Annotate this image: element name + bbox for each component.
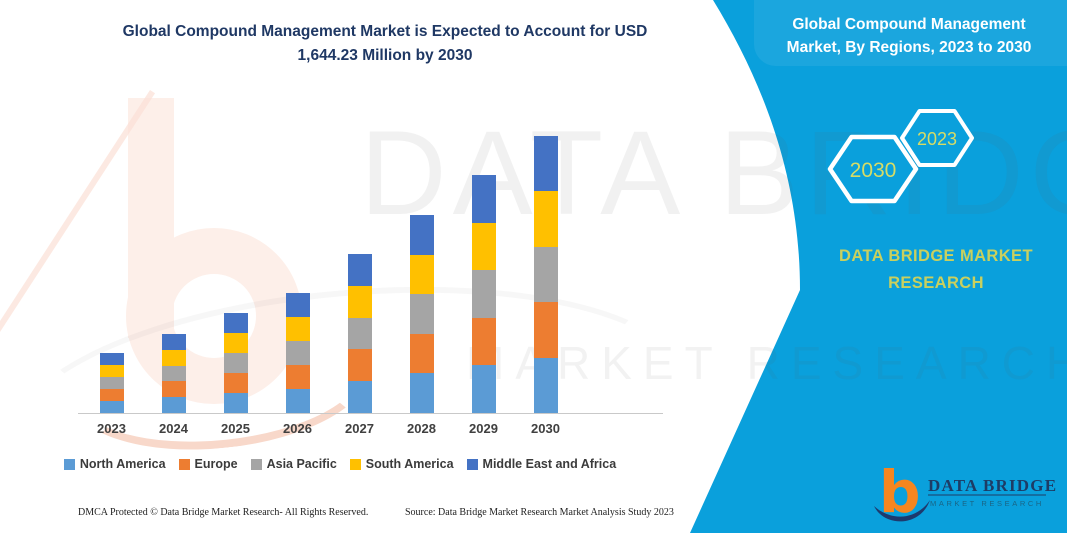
segment-south-america xyxy=(471,222,496,271)
segment-europe xyxy=(409,333,434,374)
segment-north-america xyxy=(409,373,434,413)
segment-asia-pacific xyxy=(285,341,310,366)
legend-item-europe: Europe xyxy=(178,457,238,471)
segment-middle-east-and-africa xyxy=(223,313,248,334)
legend-item-asia-pacific: Asia Pacific xyxy=(250,457,337,471)
bar-2027 xyxy=(347,254,372,413)
bar-2029 xyxy=(471,175,496,413)
segment-europe xyxy=(285,365,310,390)
segment-middle-east-and-africa xyxy=(533,135,558,191)
legend-swatch-icon xyxy=(349,458,361,470)
x-axis-label-2027: 2027 xyxy=(345,421,374,436)
page-title-line1: Global Compound Management Market is Exp… xyxy=(122,23,648,40)
segment-north-america xyxy=(533,357,558,413)
bar-2024 xyxy=(161,334,186,413)
logo-swoosh-icon xyxy=(874,500,930,522)
watermark-text-databridge: DATA BRIDGE xyxy=(360,106,1067,240)
legend-swatch-icon xyxy=(466,458,478,470)
segment-asia-pacific xyxy=(223,353,248,374)
segment-north-america xyxy=(161,397,186,413)
x-axis-label-2026: 2026 xyxy=(283,421,312,436)
chart-legend: North America Europe Asia Pacific South Ame… xyxy=(30,457,650,471)
segment-asia-pacific xyxy=(409,294,434,334)
databridge-logo: b DATA BRIDGE MARKET RESEARCH xyxy=(874,458,1057,526)
legend-label: North America xyxy=(79,457,166,471)
watermark-text-marketresearch: MARKET RESEARCH xyxy=(466,337,1067,389)
x-axis-label-2025: 2025 xyxy=(221,421,250,436)
x-axis-label-2023: 2023 xyxy=(97,421,126,436)
segment-south-america xyxy=(161,349,186,366)
brand-caption: DATA BRIDGE MARKET RESEARCH xyxy=(812,243,1060,296)
segment-asia-pacific xyxy=(99,377,124,390)
bar-2025 xyxy=(223,313,248,413)
segment-middle-east-and-africa xyxy=(161,334,186,350)
page-title: Global Compound Management Market is Exp… xyxy=(75,20,695,68)
bar-2028 xyxy=(409,215,434,413)
bar-2030 xyxy=(533,135,558,413)
right-panel-title-line1: Global Compound Management xyxy=(792,16,1026,33)
segment-south-america xyxy=(409,254,434,295)
segment-north-america xyxy=(99,401,124,413)
legend-item-south-america: South America xyxy=(349,457,454,471)
legend-swatch-icon xyxy=(250,458,262,470)
segment-south-america xyxy=(347,286,372,318)
segment-europe xyxy=(471,317,496,366)
page-title-line2: 1,644.23 Million by 2030 xyxy=(297,47,473,65)
x-axis-label-2024: 2024 xyxy=(159,421,188,436)
dmca-copyright-text: DMCA Protected © Data Bridge Market Rese… xyxy=(78,507,369,518)
segment-asia-pacific xyxy=(347,317,372,350)
logo-wordmark: DATA BRIDGE xyxy=(928,476,1057,495)
x-axis-line xyxy=(78,413,663,414)
logo-tagline: MARKET RESEARCH xyxy=(930,499,1044,508)
legend-label: South America xyxy=(365,457,454,471)
legend-swatch-icon xyxy=(63,458,75,470)
brand-caption-line2: RESEARCH xyxy=(888,273,984,292)
segment-south-america xyxy=(533,191,558,247)
segment-middle-east-and-africa xyxy=(409,215,434,255)
right-panel-title: Global Compound Management Market, By Re… xyxy=(758,13,1060,60)
segment-asia-pacific xyxy=(471,270,496,318)
segment-middle-east-and-africa xyxy=(347,254,372,287)
segment-north-america xyxy=(347,381,372,413)
x-axis-label-2029: 2029 xyxy=(469,421,498,436)
right-panel-title-line2: Market, By Regions, 2023 to 2030 xyxy=(786,39,1032,57)
right-panel-title-box xyxy=(754,0,1067,66)
segment-europe xyxy=(223,373,248,393)
segment-north-america xyxy=(471,365,496,413)
segment-middle-east-and-africa xyxy=(285,293,310,318)
segment-south-america xyxy=(285,317,310,342)
legend-swatch-icon xyxy=(178,458,190,470)
segment-asia-pacific xyxy=(533,246,558,302)
segment-europe xyxy=(533,302,558,358)
segment-north-america xyxy=(285,389,310,413)
source-text: Source: Data Bridge Market Research Mark… xyxy=(405,507,674,518)
segment-middle-east-and-africa xyxy=(99,353,124,366)
legend-label: Asia Pacific xyxy=(266,457,337,471)
legend-label: Europe xyxy=(194,457,238,471)
legend-item-north-america: North America xyxy=(63,457,166,471)
segment-asia-pacific xyxy=(161,365,186,382)
segment-europe xyxy=(99,389,124,401)
segment-south-america xyxy=(223,333,248,354)
segment-north-america xyxy=(223,392,248,413)
legend-item-middle-east-and-africa: Middle East and Africa xyxy=(466,457,617,471)
segment-south-america xyxy=(99,365,124,378)
segment-middle-east-and-africa xyxy=(471,175,496,223)
x-axis-label-2030: 2030 xyxy=(531,421,560,436)
segment-europe xyxy=(161,381,186,398)
brand-caption-line1: DATA BRIDGE MARKET xyxy=(839,247,1033,265)
x-axis-label-2028: 2028 xyxy=(407,421,436,436)
segment-europe xyxy=(347,349,372,382)
bar-2026 xyxy=(285,293,310,413)
legend-label: Middle East and Africa xyxy=(482,457,617,471)
bar-2023 xyxy=(99,353,124,413)
